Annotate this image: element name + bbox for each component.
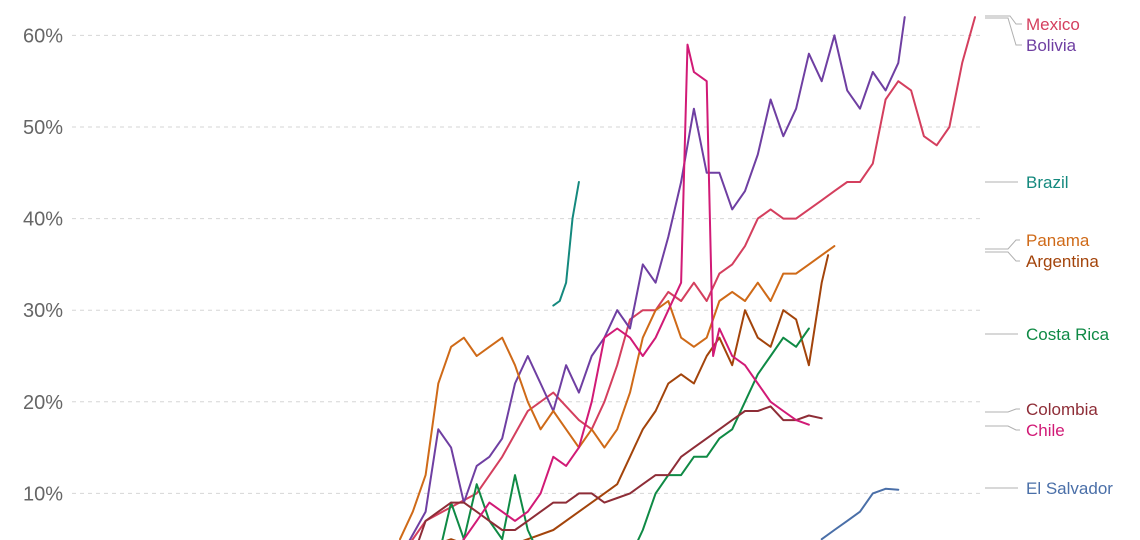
series-label-brazil: Brazil <box>1026 173 1069 192</box>
series-line-bolivia <box>408 16 906 540</box>
series-label-el-salvador: El Salvador <box>1026 479 1113 498</box>
label-leader-lines <box>985 15 1022 489</box>
series-line-el-salvador <box>820 487 900 540</box>
series-line-chile <box>462 43 810 540</box>
series-label-mexico: Mexico <box>1026 15 1080 34</box>
series-label-chile: Chile <box>1026 421 1065 440</box>
y-tick-label-60: 60% <box>23 25 63 47</box>
leader-line-colombia <box>985 408 1020 413</box>
grid-lines <box>72 34 980 494</box>
series-lines <box>399 16 976 540</box>
series-label-argentina: Argentina <box>1026 252 1099 271</box>
series-label-panama: Panama <box>1026 231 1090 250</box>
series-line-panama <box>399 245 836 540</box>
y-tick-label-20: 20% <box>23 392 63 414</box>
leader-line-argentina <box>985 251 1020 262</box>
series-labels: Mexico Bolivia Brazil Panama Argentina C… <box>1026 15 1113 498</box>
leader-line-mexico <box>985 15 1022 25</box>
y-tick-label-40: 40% <box>23 209 63 231</box>
y-axis-tick-labels: 10% 20% 30% 40% 50% 60% <box>23 25 63 505</box>
series-label-costa-rica: Costa Rica <box>1026 325 1110 344</box>
leader-line-panama <box>985 239 1020 250</box>
y-tick-label-10: 10% <box>23 483 63 505</box>
series-label-colombia: Colombia <box>1026 400 1098 419</box>
leader-line-bolivia <box>985 17 1022 46</box>
series-line-costa-rica <box>441 327 810 540</box>
y-tick-label-30: 30% <box>23 300 63 322</box>
y-tick-label-50: 50% <box>23 117 63 139</box>
leader-line-chile <box>985 425 1020 431</box>
series-line-argentina <box>445 254 830 540</box>
series-label-bolivia: Bolivia <box>1026 36 1077 55</box>
series-line-brazil <box>552 181 580 307</box>
series-line-mexico <box>411 16 976 540</box>
